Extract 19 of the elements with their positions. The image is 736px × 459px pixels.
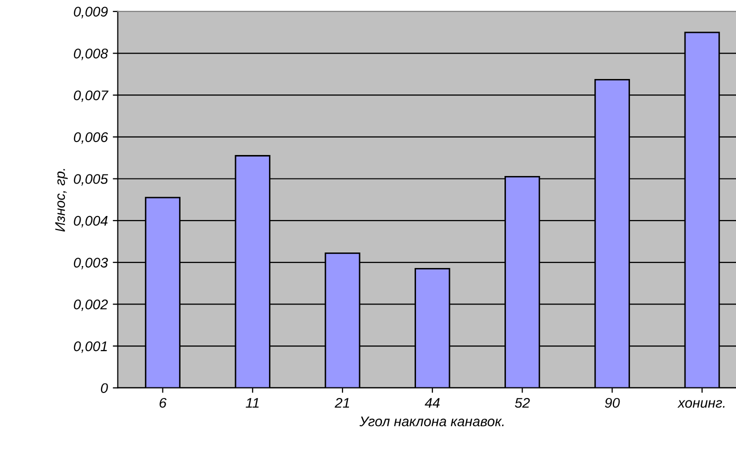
x-axis-title: Угол наклона канавок. bbox=[359, 416, 504, 426]
y-tick-label: 0,007 bbox=[74, 90, 108, 102]
x-tick-label: 21 bbox=[334, 398, 350, 408]
y-tick-label: 0,005 bbox=[74, 174, 108, 186]
y-axis-title: Износ, гр. bbox=[55, 168, 68, 232]
y-tick-label: 0,004 bbox=[74, 216, 108, 228]
y-tick-label: 0 bbox=[100, 383, 108, 394]
y-tick-label: 0,003 bbox=[74, 258, 108, 270]
y-tick-label: 0,002 bbox=[74, 300, 108, 312]
x-tick-label: 6 bbox=[160, 398, 167, 408]
x-tick-label: хонинг. bbox=[677, 400, 725, 408]
y-tick-label: 0,009 bbox=[74, 6, 108, 18]
y-tick-label: 0,006 bbox=[74, 132, 108, 144]
x-tick-label: 44 bbox=[424, 398, 440, 408]
x-tick-label: 90 bbox=[604, 398, 620, 408]
x-tick-label: 11 bbox=[246, 398, 259, 408]
x-tick-label: 52 bbox=[514, 398, 530, 408]
y-tick-label: 0,001 bbox=[74, 341, 107, 353]
y-tick-label: 0,008 bbox=[74, 48, 108, 60]
